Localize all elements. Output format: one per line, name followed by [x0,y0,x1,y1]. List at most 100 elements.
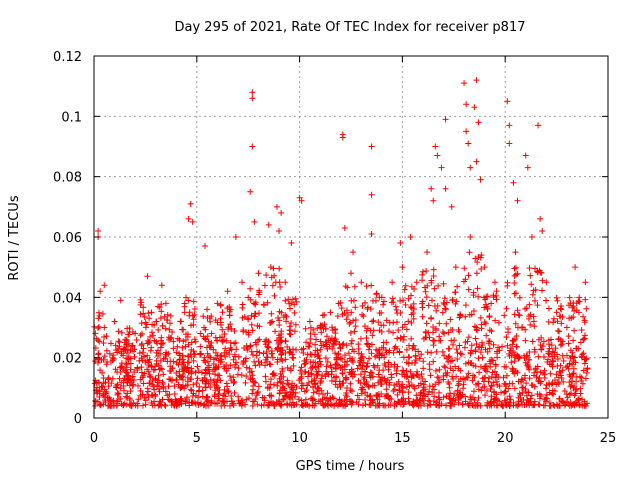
data-point [504,98,511,105]
data-point [125,354,132,361]
data-point [285,381,292,388]
data-point [390,329,397,336]
data-point [389,279,396,286]
data-point [146,339,153,346]
data-point [234,371,241,378]
data-point [366,355,373,362]
data-point [95,359,102,366]
data-point [179,376,186,383]
data-point [525,389,532,396]
data-point [426,388,433,395]
data-point [208,330,215,337]
data-point [440,394,447,401]
data-point [397,297,404,304]
data-point [231,327,238,334]
data-point [181,365,188,372]
data-point [337,345,344,352]
data-point [467,164,474,171]
data-point [430,266,437,273]
data-point [410,342,417,349]
data-point [121,345,128,352]
data-point [376,327,383,334]
data-point [255,310,262,317]
data-point [153,318,160,325]
data-point [279,380,286,387]
x-tick-label: 15 [394,431,411,446]
data-point [499,343,506,350]
data-point [148,309,155,316]
data-point [528,234,535,240]
data-point [458,351,465,358]
data-point [399,388,406,395]
data-point [137,392,144,399]
data-point [274,356,281,363]
data-point [147,333,154,340]
data-point [413,396,420,403]
data-point [262,378,269,385]
data-point [146,315,153,322]
data-point [271,402,278,409]
data-point [405,318,412,325]
data-point [227,306,234,313]
data-point [540,369,547,376]
data-point [521,402,528,409]
data-point [375,319,382,326]
data-point [391,382,398,389]
data-point [276,348,283,355]
data-point [118,360,125,367]
data-point [463,101,470,108]
data-point [473,77,480,84]
data-point [547,402,554,409]
data-point [420,358,427,365]
data-point [131,353,138,360]
data-point [275,340,282,347]
data-point [184,394,191,401]
data-point [217,353,224,360]
data-point [144,337,151,344]
data-point [449,357,456,364]
data-point [544,358,551,365]
data-point [426,383,433,390]
data-point [117,385,124,392]
data-point [456,314,463,321]
data-point [511,265,518,272]
data-point [563,391,570,398]
data-point [220,336,227,343]
data-point [363,283,370,290]
data-point [383,317,390,324]
data-point [503,363,510,370]
data-point [380,301,387,308]
data-point [341,363,348,370]
data-point [214,399,221,406]
data-point [328,402,335,409]
chart-title: Day 295 of 2021, Rate Of TEC Index for r… [175,20,526,35]
data-point [408,382,415,389]
data-point [442,370,449,377]
data-point [526,301,533,308]
data-point [126,382,133,389]
data-point [514,197,521,204]
data-point [103,388,110,395]
data-point [373,291,380,298]
data-point [515,394,522,401]
data-point [201,354,208,361]
data-point [195,367,202,374]
data-point [401,373,408,380]
data-point [580,350,587,357]
data-point [565,400,572,407]
data-point [396,383,403,390]
data-point [489,369,496,376]
data-point [251,358,258,365]
data-point [248,312,255,319]
data-point [346,320,353,327]
data-point [284,343,291,350]
y-tick-label: 0.02 [53,352,82,367]
data-point [185,341,192,348]
data-point [219,326,226,333]
data-point [268,310,275,317]
data-point [124,325,131,332]
data-point [246,365,253,372]
data-point [180,326,187,333]
data-point [240,359,247,366]
data-point [360,359,367,366]
